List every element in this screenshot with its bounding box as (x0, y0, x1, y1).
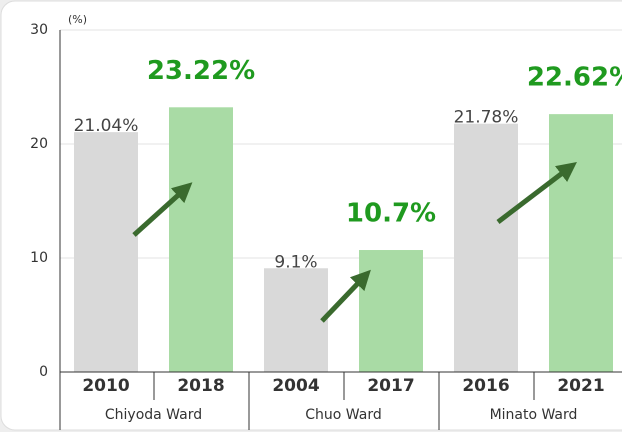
value-label: 23.22% (147, 56, 255, 86)
x-tick-label: 2021 (557, 376, 604, 396)
value-label: 9.1% (274, 252, 317, 272)
bar (549, 114, 613, 372)
bar (264, 268, 328, 372)
bar (74, 132, 138, 372)
y-tick-label: 20 (30, 136, 48, 152)
y-unit: (%) (68, 13, 87, 26)
arrow (320, 269, 371, 323)
x-tick-label: 2017 (367, 376, 414, 396)
group-label: Chiyoda Ward (105, 407, 202, 423)
x-tick-label: 2018 (177, 376, 224, 396)
value-label: 22.62% (527, 63, 622, 93)
arrow (132, 182, 193, 237)
group-label: Minato Ward (490, 407, 578, 423)
x-tick-label: 2004 (272, 376, 319, 396)
x-tick-label: 2016 (462, 376, 509, 396)
bar (169, 107, 233, 373)
value-label: 21.78% (454, 108, 519, 128)
y-tick-label: 10 (30, 250, 48, 266)
arrow (496, 161, 577, 224)
value-label: 10.7% (346, 199, 436, 229)
bar (359, 250, 423, 372)
value-label: 21.04% (74, 116, 139, 136)
group-label: Chuo Ward (305, 407, 381, 423)
y-tick-label: 0 (39, 364, 48, 380)
x-tick-label: 2010 (82, 376, 129, 396)
y-tick-label: 30 (30, 22, 48, 38)
bar (454, 123, 518, 372)
